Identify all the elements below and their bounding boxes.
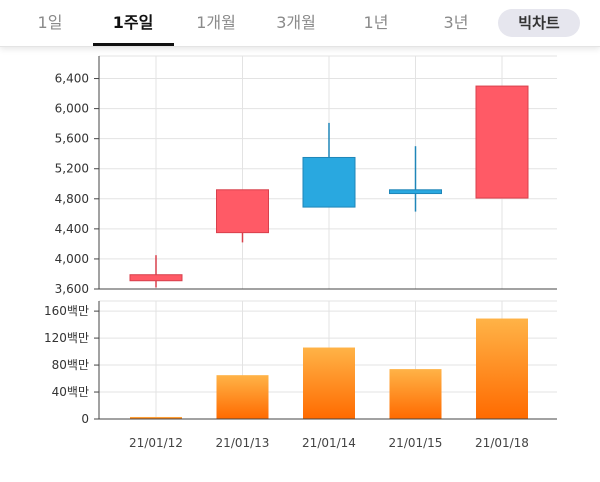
price-tick-label: 6,400 bbox=[55, 72, 89, 86]
tab-3-month[interactable]: 3개월 bbox=[276, 13, 316, 32]
date-axis: 21/01/12 21/01/13 21/01/14 21/01/15 21/01/18 bbox=[129, 436, 529, 450]
tab-1-week[interactable]: 1주일 bbox=[112, 13, 154, 32]
volume-tick-label: 40백만 bbox=[52, 385, 89, 399]
volume-bar bbox=[216, 375, 269, 419]
volume-bar bbox=[389, 369, 442, 419]
tab-1-year[interactable]: 1년 bbox=[363, 13, 389, 32]
period-tab-bar: 1일 1주일 1개월 3개월 1년 3년 빅차트 bbox=[0, 0, 600, 47]
volume-bars bbox=[130, 318, 528, 419]
volume-tick-label: 160백만 bbox=[44, 304, 89, 318]
volume-bar bbox=[130, 416, 182, 419]
volume-bar bbox=[476, 318, 528, 419]
volume-axis: 0 40백만 80백만 120백만 160백만 bbox=[44, 301, 557, 426]
price-tick-label: 5,200 bbox=[55, 162, 89, 176]
price-tick-label: 4,400 bbox=[55, 222, 89, 236]
candle-body bbox=[129, 274, 183, 282]
tab-3-year[interactable]: 3년 bbox=[443, 13, 469, 32]
date-label: 21/01/14 bbox=[302, 436, 356, 450]
volume-tick-label: 80백만 bbox=[52, 358, 89, 372]
candle-body bbox=[216, 189, 269, 234]
tab-1-month[interactable]: 1개월 bbox=[196, 13, 236, 32]
price-tick-label: 4,000 bbox=[55, 252, 89, 266]
date-label: 21/01/13 bbox=[216, 436, 270, 450]
date-label: 21/01/12 bbox=[129, 436, 183, 450]
volume-bar bbox=[303, 347, 355, 419]
date-label: 21/01/15 bbox=[389, 436, 443, 450]
price-candles bbox=[129, 85, 529, 288]
date-label: 21/01/18 bbox=[475, 436, 529, 450]
price-tick-label: 3,600 bbox=[55, 282, 89, 296]
candle-body bbox=[302, 156, 356, 208]
candle-body bbox=[389, 189, 442, 195]
candle-body bbox=[475, 85, 529, 199]
price-tick-label: 6,000 bbox=[55, 102, 89, 116]
volume-tick-label: 0 bbox=[81, 412, 89, 426]
active-tab-indicator bbox=[93, 43, 174, 46]
big-chart-button[interactable]: 빅차트 bbox=[498, 9, 580, 37]
price-tick-label: 5,600 bbox=[55, 132, 89, 146]
price-tick-label: 4,800 bbox=[55, 192, 89, 206]
volume-tick-label: 120백만 bbox=[44, 331, 89, 345]
price-axis: 3,600 4,000 4,400 4,800 5,200 5,600 6,000 6,400 bbox=[55, 56, 557, 296]
tab-1-day[interactable]: 1일 bbox=[37, 13, 63, 32]
